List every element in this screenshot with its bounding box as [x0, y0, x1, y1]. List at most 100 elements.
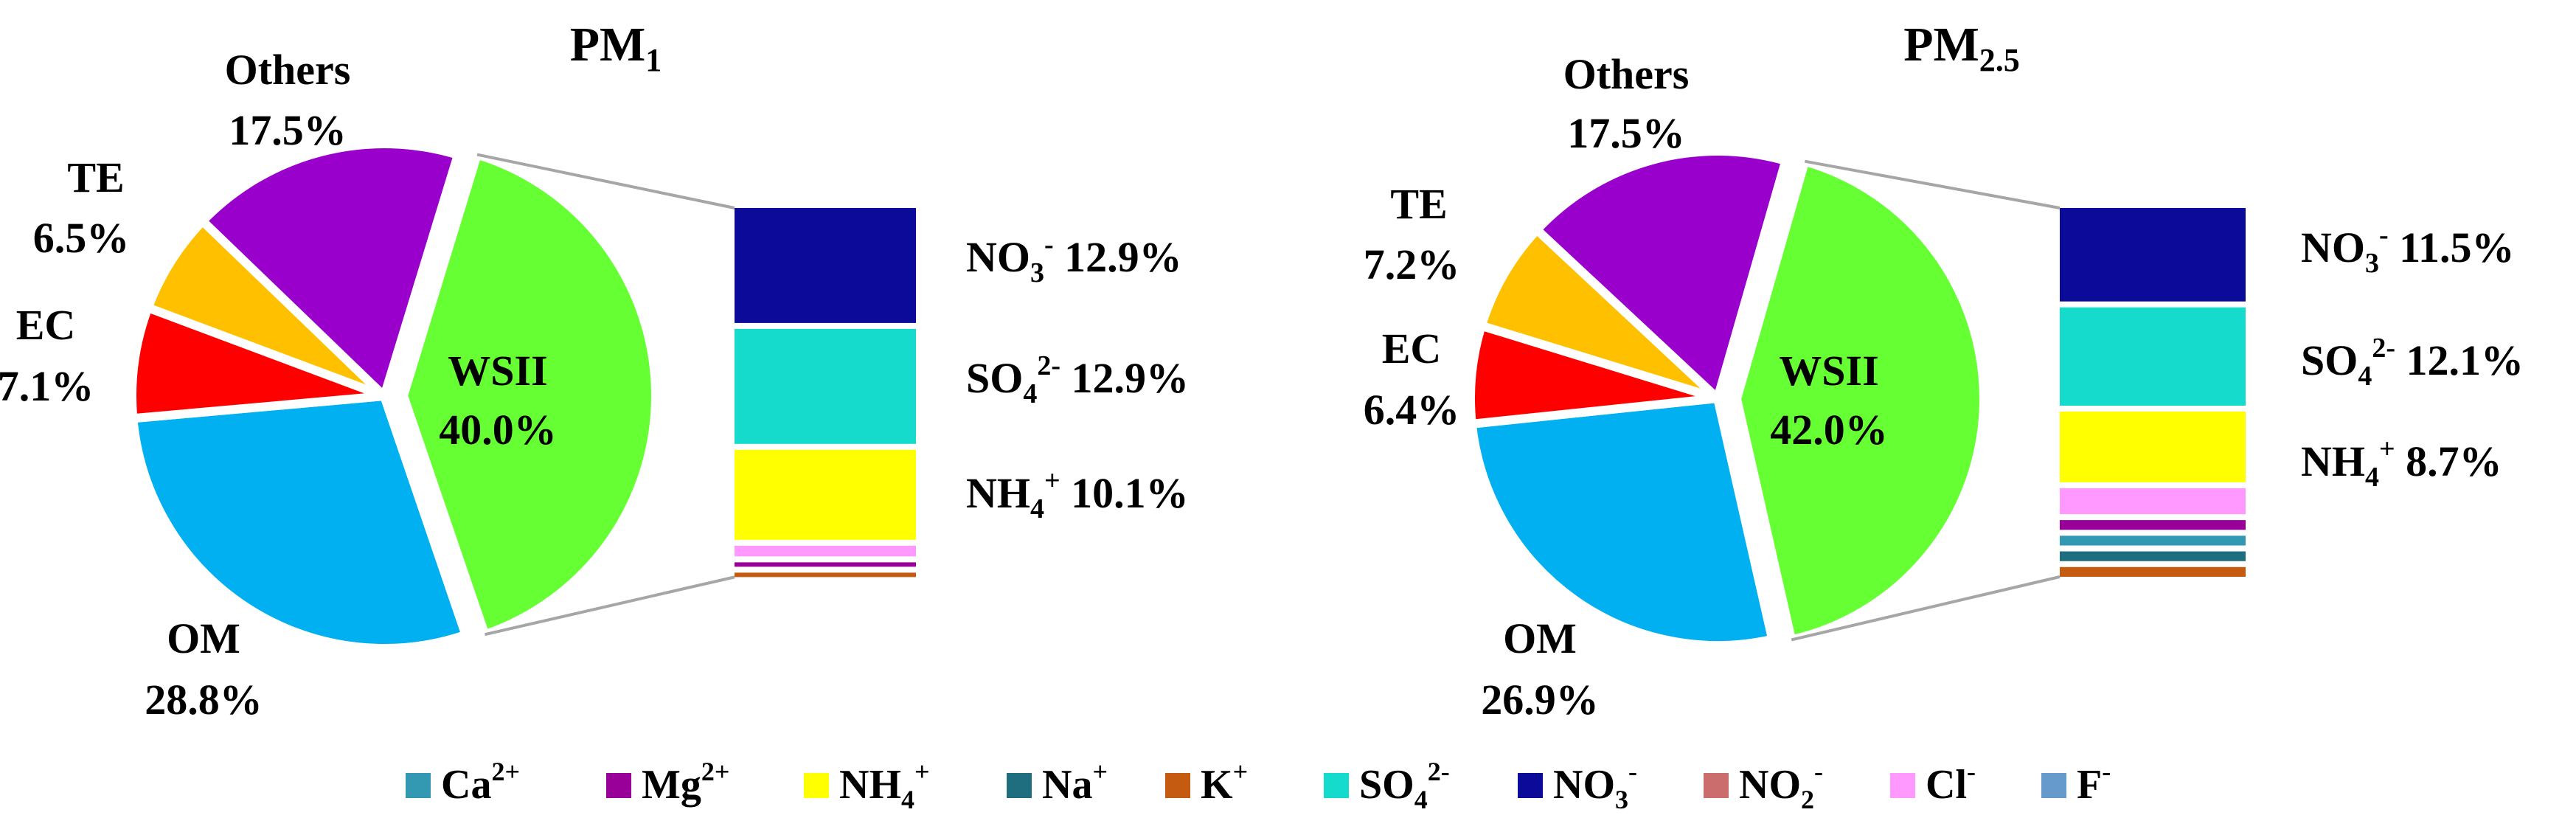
pie-slice-wsii	[398, 150, 660, 639]
slice-percentage: 42.0%	[1770, 406, 1888, 454]
slice-name: Others	[1563, 50, 1690, 98]
panel-pm1: PM1 WSII 40.0% OM 28.8% EC 7.1% TE 6.5% Others 17…	[0, 18, 1189, 724]
pie-slice-om	[1467, 394, 1777, 650]
wsii-bar-segment	[2060, 566, 2246, 577]
legend-label: Ca2+	[441, 757, 520, 808]
slice-label-om: OM 28.8%	[145, 614, 263, 724]
slice-name: OM	[1503, 614, 1577, 662]
ion-label: NO3- 11.5%	[2301, 220, 2514, 279]
legend-item: SO42-	[1324, 757, 1450, 814]
legend-swatch	[2041, 773, 2066, 798]
slice-name: TE	[67, 153, 124, 201]
chart-title-pm1: PM1	[570, 18, 662, 78]
legend: Ca2+ Mg2+ NH4+ Na+ K+ SO42- NO3- NO2- Cl- F-	[406, 757, 2111, 814]
legend-swatch	[804, 773, 829, 798]
legend-item: Cl-	[1890, 757, 1976, 808]
pie-slice-om	[128, 392, 471, 653]
wsii-bar-segment	[2060, 307, 2246, 406]
legend-swatch	[1890, 773, 1915, 798]
chart-title-subscript: 2.5	[1979, 42, 2020, 78]
legend-item: NO3-	[1518, 757, 1637, 814]
ion-label: NH4+ 10.1%	[966, 465, 1189, 524]
legend-label: Na+	[1042, 757, 1108, 808]
legend-swatch	[1324, 773, 1349, 798]
slice-label-wsii: WSII 40.0%	[439, 347, 557, 454]
chart-title-subscript: 1	[645, 42, 662, 78]
slice-label-ec: EC 7.1%	[0, 301, 94, 410]
slice-label-om: OM 26.9%	[1481, 614, 1599, 724]
legend-swatch	[606, 773, 631, 798]
wsii-bar-segment	[735, 572, 916, 578]
legend-label: NO2-	[1739, 757, 1823, 814]
legend-swatch	[1518, 773, 1543, 798]
legend-label: NO3-	[1553, 757, 1637, 814]
slice-label-te: TE 7.2%	[1364, 180, 1460, 288]
legend-label: NH4+	[839, 757, 930, 814]
wsii-bar-segment	[735, 328, 916, 444]
legend-item: K+	[1165, 757, 1248, 808]
legend-label: F-	[2077, 757, 2111, 808]
slice-percentage: 7.2%	[1364, 240, 1460, 288]
wsii-bar-segment	[2060, 488, 2246, 515]
pie-slice-wsii	[1732, 156, 1988, 645]
wsii-bar-segment	[2060, 520, 2246, 530]
legend-label: K+	[1201, 757, 1248, 808]
legend-swatch	[1165, 773, 1190, 798]
slice-name: WSII	[448, 347, 547, 395]
chart-title-main: PM	[570, 18, 646, 72]
slice-name: OM	[167, 614, 240, 662]
legend-swatch	[406, 773, 431, 798]
ion-label: SO42- 12.9%	[966, 350, 1189, 409]
legend-item: Ca2+	[406, 757, 520, 808]
slice-percentage: 6.4%	[1364, 386, 1460, 434]
legend-item: Na+	[1007, 757, 1108, 808]
ion-label: SO42- 12.1%	[2301, 333, 2524, 392]
slice-percentage: 17.5%	[229, 106, 347, 154]
slice-name: TE	[1390, 180, 1447, 228]
slice-name: Others	[225, 46, 351, 94]
chart-title-pm25: PM2.5	[1903, 18, 2020, 78]
wsii-bar-segment	[2060, 551, 2246, 561]
ion-label: NH4+ 8.7%	[2301, 434, 2502, 493]
connector-line-bottom	[485, 575, 735, 637]
slice-name: EC	[16, 301, 76, 349]
slice-label-others: Others 17.5%	[1563, 50, 1690, 157]
chart-title-main: PM	[1903, 18, 1979, 72]
legend-item: F-	[2041, 757, 2111, 808]
slice-label-others: Others 17.5%	[225, 46, 351, 154]
connector-line-top	[1804, 159, 2061, 209]
legend-label: SO42-	[1359, 757, 1450, 814]
slice-percentage: 7.1%	[0, 362, 94, 410]
legend-swatch	[1007, 773, 1032, 798]
panel-pm25: PM2.5 WSII 42.0% OM 26.9% EC 6.4% TE 7.2% Others…	[1364, 18, 2524, 724]
wsii-bar-segment	[2060, 208, 2246, 302]
slice-percentage: 28.8%	[145, 676, 263, 724]
slice-name: WSII	[1779, 347, 1878, 395]
wsii-bar-segment	[735, 562, 916, 567]
legend-label: Mg2+	[642, 757, 729, 808]
pie-slice-others	[1532, 147, 1791, 403]
wsii-bar-segment	[735, 545, 916, 557]
legend-item: Mg2+	[606, 757, 729, 808]
slice-percentage: 17.5%	[1567, 109, 1685, 157]
slice-name: EC	[1382, 325, 1442, 372]
pie-slice-others	[198, 139, 462, 401]
connector-line-top	[476, 153, 735, 209]
legend-item: NH4+	[804, 757, 930, 814]
legend-item: NO2-	[1704, 757, 1823, 814]
wsii-bar-segment	[2060, 412, 2246, 482]
slice-label-te: TE 6.5%	[33, 153, 130, 262]
wsii-bar-segment	[735, 208, 916, 323]
slice-percentage: 6.5%	[33, 214, 130, 262]
slice-label-wsii: WSII 42.0%	[1770, 347, 1888, 454]
slice-percentage: 40.0%	[439, 406, 557, 454]
wsii-bar-segment	[735, 449, 916, 540]
wsii-bar-segment	[2060, 535, 2246, 546]
ion-label: NO3- 12.9%	[966, 229, 1182, 288]
connector-line-bottom	[1791, 575, 2061, 642]
legend-swatch	[1704, 773, 1729, 798]
legend-label: Cl-	[1926, 757, 1976, 808]
slice-percentage: 26.9%	[1481, 676, 1599, 724]
slice-label-ec: EC 6.4%	[1364, 325, 1460, 434]
